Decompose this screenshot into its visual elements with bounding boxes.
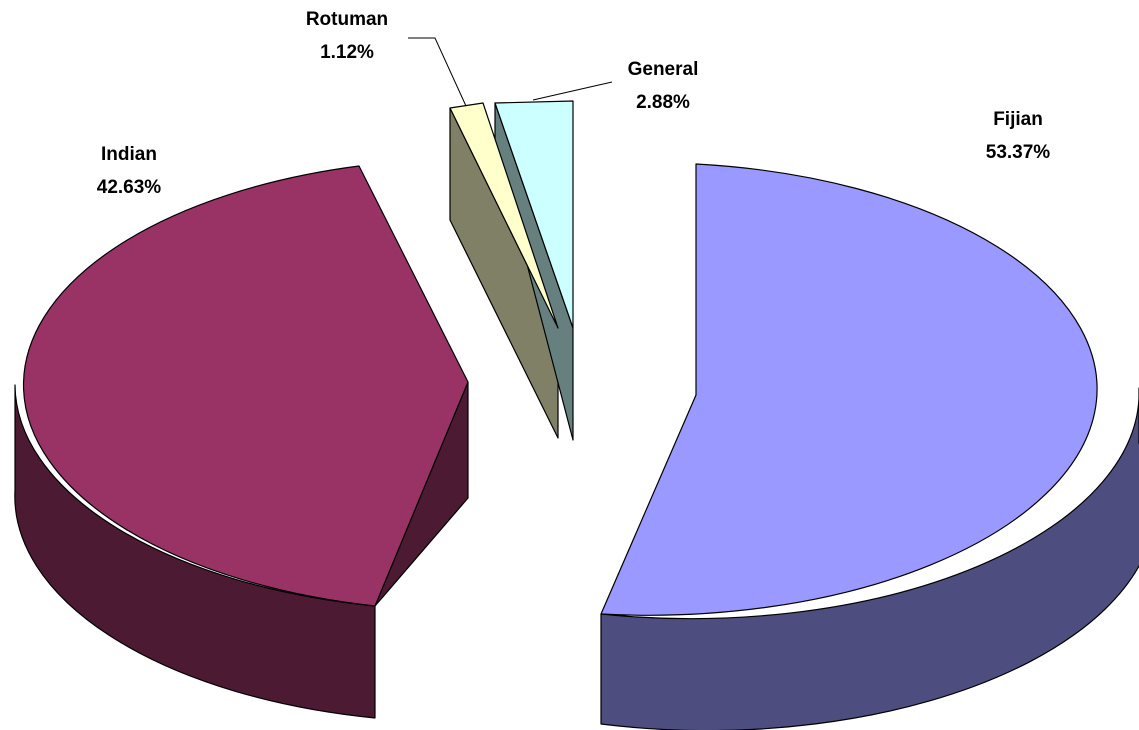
general-slice-top [494, 100, 574, 329]
indian-label-percent: 42.63% [97, 177, 162, 198]
general-label-name: General [628, 59, 699, 80]
indian-slice-top [23, 165, 469, 607]
fijian-label-percent: 53.37% [986, 142, 1051, 163]
rotuman-slice-top [449, 102, 559, 329]
rotuman-leader-line [408, 37, 467, 107]
rotuman-label-percent: 1.12% [320, 42, 374, 63]
fijian-slice-top [600, 163, 1098, 616]
general-leader-line [532, 81, 613, 101]
rotuman-label-name: Rotuman [306, 9, 388, 30]
fijian-slice-side [600, 387, 1139, 730]
fijian-label-name: Fijian [993, 109, 1043, 130]
general-label-percent: 2.88% [636, 92, 690, 113]
indian-label-name: Indian [101, 144, 157, 165]
